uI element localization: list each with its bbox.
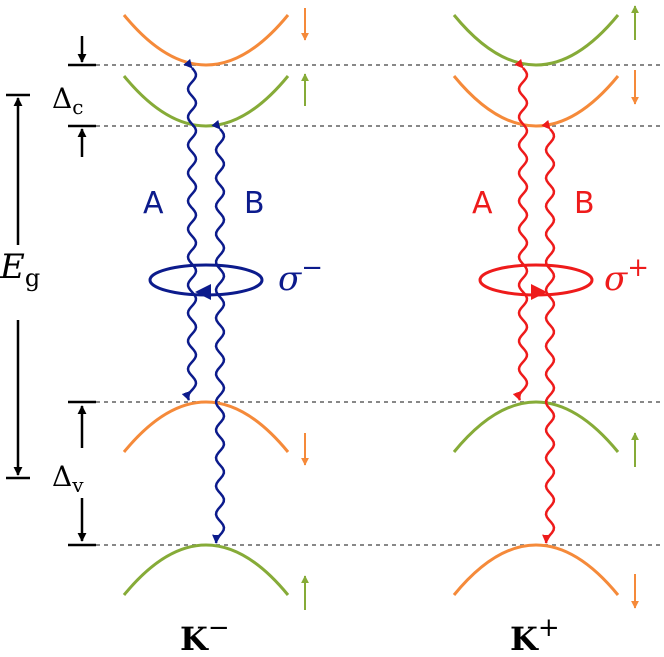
rotation-arrow-left-icon bbox=[195, 284, 211, 300]
k-plus-a-label: A bbox=[472, 186, 493, 221]
k-minus-vb-upper bbox=[122, 400, 290, 453]
k-minus-b-label: B bbox=[244, 186, 265, 221]
k-plus-valley-label: K+ bbox=[510, 613, 560, 657]
rotation-arrow-right-icon bbox=[531, 284, 547, 300]
k-plus-vb-lower bbox=[452, 543, 620, 596]
transition-b-wave bbox=[541, 119, 556, 544]
energy-levels bbox=[96, 64, 660, 546]
k-minus-transitions bbox=[181, 58, 226, 544]
delta-v-label: Δv bbox=[52, 460, 84, 497]
sigma-minus-label: σ− bbox=[278, 253, 323, 299]
k-plus-b-label: B bbox=[574, 186, 595, 221]
k-minus-vb-lower bbox=[122, 543, 290, 596]
delta-v-indicator bbox=[68, 400, 96, 547]
delta-c-label: Δc bbox=[52, 82, 83, 119]
k-minus-valley-label: K− bbox=[180, 613, 230, 657]
k-plus-transitions bbox=[512, 58, 556, 544]
k-minus-cb-lower bbox=[122, 75, 290, 128]
k-plus-vb-upper bbox=[452, 400, 620, 453]
transition-a-wave bbox=[512, 58, 529, 401]
k-minus-bands bbox=[122, 14, 290, 596]
sigma-plus-label: σ+ bbox=[604, 253, 649, 299]
k-minus-a-label: A bbox=[143, 186, 164, 221]
transition-a-wave bbox=[181, 58, 198, 401]
k-plus-bands bbox=[452, 14, 620, 596]
delta-c-indicator bbox=[68, 36, 96, 157]
k-plus-cb-lower bbox=[452, 75, 620, 128]
gap-label: Eg bbox=[0, 247, 40, 292]
transition-b-wave bbox=[211, 119, 226, 544]
gap-indicator bbox=[6, 93, 30, 480]
k-plus-cb-upper bbox=[452, 14, 620, 67]
sigma-plus-polarization bbox=[478, 263, 594, 300]
k-minus-cb-upper bbox=[122, 14, 290, 67]
sigma-minus-polarization bbox=[148, 263, 264, 300]
